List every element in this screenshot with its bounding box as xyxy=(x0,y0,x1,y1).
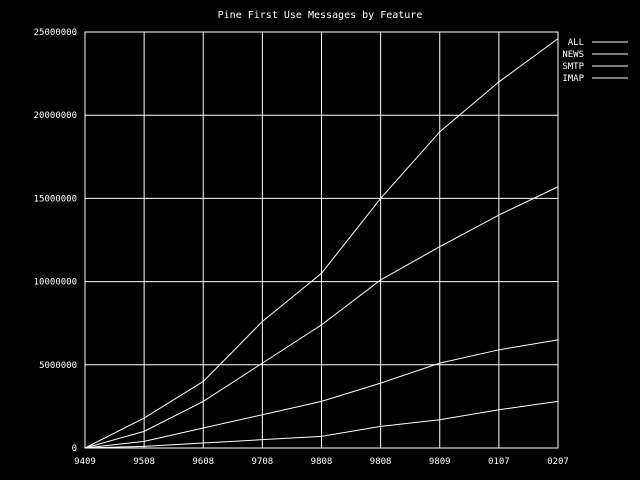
x-tick-label: 9808 xyxy=(311,457,333,467)
x-axis-ticks: 9409 9508 9608 9708 9808 9808 9809 0107 0207 xyxy=(74,457,569,467)
series-line-smtp xyxy=(84,339,559,449)
legend-label: NEWS xyxy=(562,50,584,60)
series-line-all xyxy=(84,38,559,449)
series-line-imap xyxy=(84,400,559,449)
x-tick-label: 9809 xyxy=(429,457,451,467)
y-tick-label: 15000000 xyxy=(34,194,77,204)
y-tick-label: 5000000 xyxy=(39,361,77,371)
chart-title: Pine First Use Messages by Feature xyxy=(218,10,423,21)
x-tick-label: 0107 xyxy=(488,457,510,467)
legend: ALL NEWS SMTP IMAP xyxy=(562,38,628,84)
x-tick-label: 9708 xyxy=(252,457,274,467)
x-tick-label: 9508 xyxy=(133,457,155,467)
y-tick-label: 25000000 xyxy=(34,28,77,38)
x-tick-label: 0207 xyxy=(547,457,569,467)
x-tick-label: 9608 xyxy=(192,457,214,467)
series-line-news xyxy=(84,186,559,449)
y-tick-label: 10000000 xyxy=(34,278,77,288)
series-lines xyxy=(84,38,559,449)
legend-label: ALL xyxy=(568,38,584,48)
x-tick-label: 9409 xyxy=(74,457,96,467)
legend-label: IMAP xyxy=(562,74,584,84)
grid xyxy=(84,31,559,449)
y-tick-label: 0 xyxy=(72,444,77,454)
y-tick-label: 20000000 xyxy=(34,111,77,121)
legend-label: SMTP xyxy=(562,62,584,72)
y-axis-ticks: 0 5000000 10000000 15000000 20000000 25000000 xyxy=(34,28,77,454)
x-tick-label: 9808 xyxy=(370,457,392,467)
